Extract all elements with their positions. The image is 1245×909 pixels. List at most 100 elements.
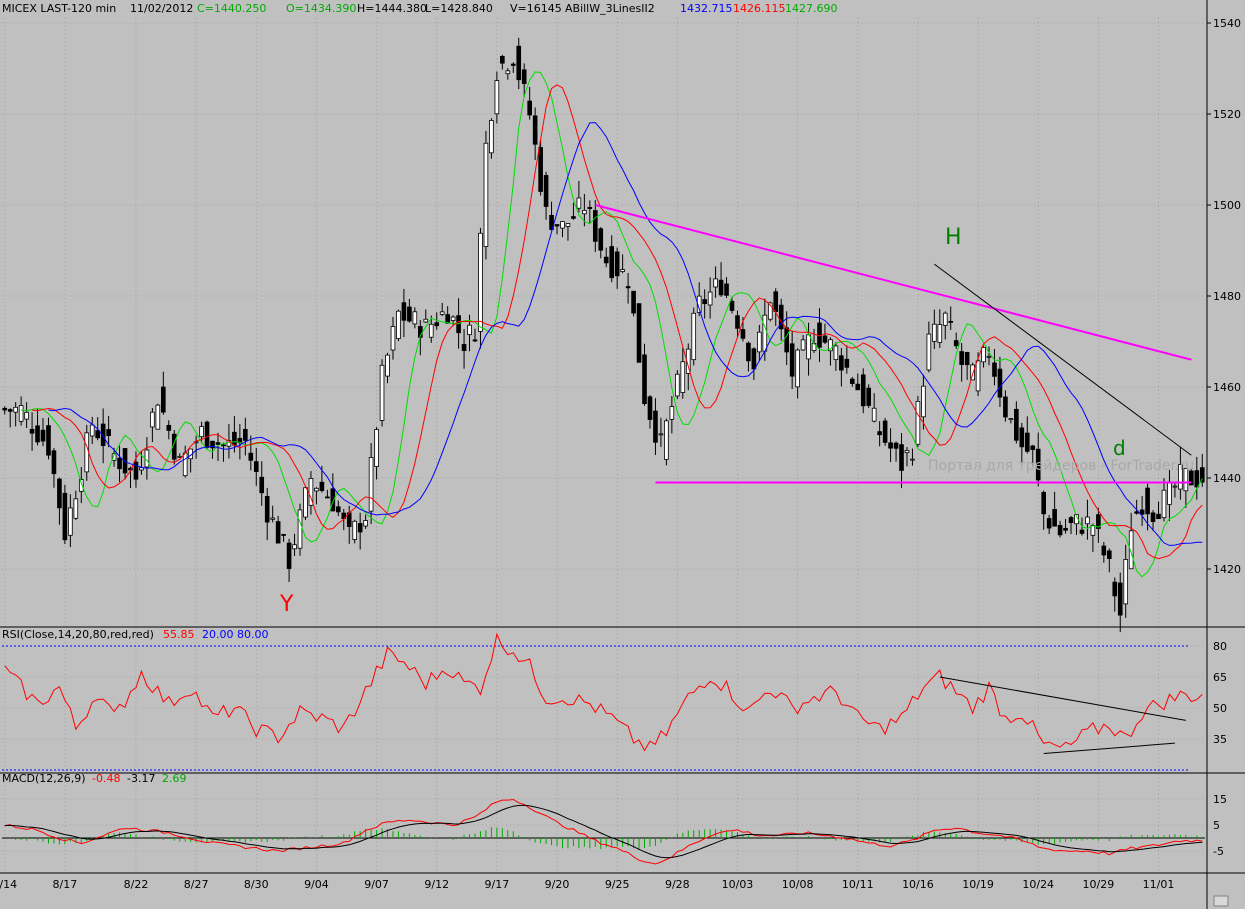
price-tick-label: 1540 [1213,17,1241,30]
candle-up [412,311,418,325]
candle-up [915,400,921,445]
macd-header-v1: -0.48 [92,772,120,785]
candle-up [89,424,95,437]
x-tick-label: 10/19 [962,878,994,891]
candle-down [953,340,959,347]
candle-up [489,120,494,154]
candle-up [565,223,571,227]
candle-down [636,303,642,363]
x-tick-label: 8/22 [124,878,149,891]
candle-up [910,458,915,461]
candle-up [560,221,565,229]
candle-up [363,520,368,527]
candle-down [899,444,904,471]
x-tick-label: 10/29 [1083,878,1115,891]
header-date: 11/02/2012 [130,2,193,15]
candle-down [877,431,882,436]
candle-down [232,431,237,446]
candle-down [1101,545,1107,556]
x-tick-label: 9/20 [545,878,570,891]
candle-down [603,256,609,264]
candle-down [844,358,850,368]
x-tick-label: 9/07 [364,878,389,891]
candle-down [210,440,215,449]
candle-up [800,339,806,351]
candle-up [478,232,483,332]
candle-up [450,316,456,321]
candle-up [1178,464,1183,490]
macd-header-name: MACD(12,26,9) [2,772,86,785]
candle-down [133,461,139,480]
rsi-trendline-upper [939,676,1186,721]
candle-up [352,520,358,540]
candle-up [428,323,434,338]
rsi-header-name: RSI(Close,14,20,80,red,red) [2,628,154,641]
candle-down [631,290,636,314]
candle-up [1172,485,1178,488]
candle-up [1085,516,1090,525]
x-tick-label: 10/11 [842,878,874,891]
header-ind-green: 1427.690 [785,2,838,15]
candle-down [729,300,735,311]
candle-down [95,430,101,439]
ma-red-line [32,84,1203,560]
candle-down [335,506,341,513]
candle-up [1128,530,1134,570]
price-tick-label: 1500 [1213,199,1241,212]
candle-up [970,364,975,381]
header-high: H=1444.380 [357,2,427,15]
candle-down [614,251,620,277]
candle-up [303,487,308,518]
corner-box[interactable] [1213,895,1229,907]
x-tick-label: 9/12 [424,878,449,891]
candle-up [84,432,90,473]
candle-down [46,425,51,456]
candle-down [1134,511,1139,514]
candle-down [1199,467,1205,483]
candle-up [986,355,992,358]
candle-down [281,534,286,536]
annotation-h: H [945,225,962,250]
candle-up [757,331,762,353]
candle-down [642,354,647,404]
candle-down [510,63,516,66]
candle-down [1030,445,1036,450]
candle-up [932,323,937,342]
x-tick-label: 10/24 [1022,878,1054,891]
rsi-tick-label: 80 [1213,640,1227,653]
candle-down [253,461,259,472]
candle-up [658,433,664,436]
candle-down [532,115,538,145]
macd-tick-label: 5 [1213,819,1220,832]
candle-down [1106,550,1112,560]
candle-down [286,542,292,569]
x-tick-label: 9/17 [485,878,510,891]
candle-up [767,302,773,320]
candle-up [926,333,932,371]
header-low: L=1428.840 [425,2,493,15]
candle-down [1003,396,1008,418]
header-ind-red: 1426.115 [733,2,786,15]
candle-down [882,420,888,443]
candle-down [117,457,122,470]
candle-down [554,224,560,227]
candle-up [942,312,948,326]
candle-up [150,411,155,428]
candle-down [948,320,954,323]
candle-up [680,361,686,393]
rsi-line [4,632,1203,752]
macd-pane [2,798,1205,865]
candle-down [500,56,505,64]
candle-up [505,70,511,75]
rsi-header-value: 55.85 [163,628,195,641]
price-tick-label: 1420 [1213,563,1241,576]
candle-down [215,442,221,445]
candle-up [576,197,582,209]
candle-down [866,387,872,406]
candle-up [483,142,489,247]
candle-down [625,286,631,289]
candle-down [718,279,724,296]
candle-up [1008,418,1014,421]
candle-down [849,378,855,384]
candle-up [270,517,275,520]
